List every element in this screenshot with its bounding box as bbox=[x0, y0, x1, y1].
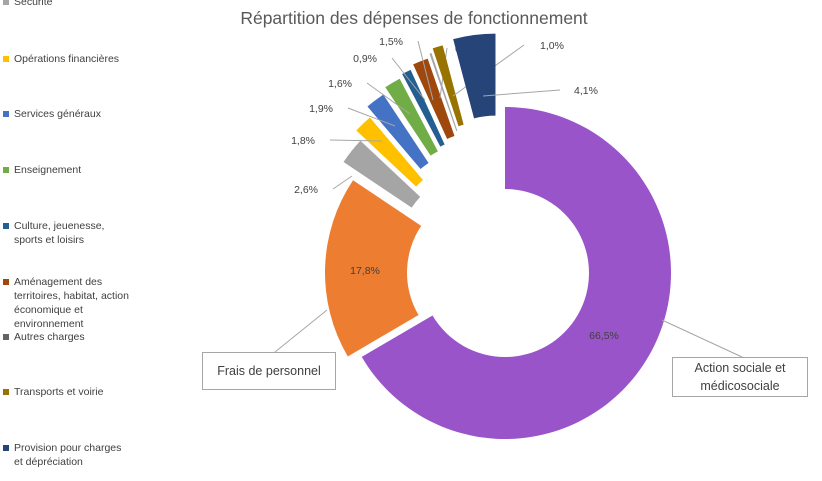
slice-0 bbox=[361, 107, 671, 439]
legend-item: Transports et voirie bbox=[3, 385, 129, 399]
data-label-1: 17,8% bbox=[350, 265, 380, 277]
legend-label: Enseignement bbox=[14, 164, 82, 176]
legend-swatch bbox=[3, 0, 9, 5]
legend-label: Transports et voirie bbox=[14, 386, 104, 398]
legend-swatch bbox=[3, 389, 9, 395]
slice-3 bbox=[356, 117, 424, 187]
leader-line-2 bbox=[332, 175, 353, 190]
leader-line-10 bbox=[482, 89, 561, 97]
callout-leader-0 bbox=[274, 309, 328, 353]
slice-9 bbox=[432, 45, 464, 127]
data-label-4: 1,9% bbox=[309, 103, 333, 115]
legend-swatch bbox=[3, 223, 9, 229]
callout-leader-1 bbox=[661, 319, 743, 358]
legend-swatch bbox=[3, 279, 9, 285]
legend-item: Autres charges bbox=[3, 330, 129, 344]
legend-label: Provision pour charges et dépréciation bbox=[14, 442, 122, 468]
legend-label: Services généraux bbox=[14, 108, 101, 120]
legend-label: Aménagement des territoires, habitat, ac… bbox=[14, 276, 129, 330]
data-label-2: 2,6% bbox=[294, 184, 318, 196]
leader-line-3 bbox=[329, 139, 383, 142]
callout-action-text: Action sociale et médicosociale bbox=[694, 361, 786, 393]
legend-item: Culture, jeuenesse, sports et loisirs bbox=[3, 219, 129, 247]
callout-action-sociale: Action sociale et médicosociale bbox=[672, 357, 808, 397]
callout-frais-de-personnel: Frais de personnel bbox=[202, 352, 336, 390]
chart-title: Répartition des dépenses de fonctionneme… bbox=[240, 8, 588, 28]
data-label-3: 1,8% bbox=[291, 135, 315, 147]
legend-item: Services généraux bbox=[3, 107, 129, 121]
legend-label: Autres charges bbox=[14, 331, 85, 343]
legend-label: Opérations financières bbox=[14, 53, 120, 65]
data-label-9: 1,0% bbox=[540, 40, 564, 52]
slice-7 bbox=[413, 58, 455, 140]
slice-10 bbox=[453, 33, 496, 119]
slice-5 bbox=[385, 78, 438, 156]
data-label-5: 1,6% bbox=[328, 78, 352, 90]
slice-1 bbox=[325, 180, 422, 357]
leader-line-4 bbox=[347, 107, 396, 127]
data-label-6: 0,9% bbox=[353, 53, 377, 65]
data-label-0: 66,5% bbox=[589, 330, 619, 342]
legend-label: Sécurité bbox=[14, 0, 53, 8]
legend-swatch bbox=[3, 445, 9, 451]
slice-2 bbox=[343, 140, 421, 208]
legend-swatch bbox=[3, 111, 9, 117]
callout-frais-text: Frais de personnel bbox=[217, 364, 321, 378]
slice-4 bbox=[367, 94, 429, 170]
legend-item: Opérations financières bbox=[3, 52, 129, 66]
slice-6 bbox=[402, 69, 445, 147]
legend-item: Aménagement des territoires, habitat, ac… bbox=[3, 275, 129, 331]
legend-item: Sécurité bbox=[3, 0, 129, 9]
leader-line-5 bbox=[366, 82, 411, 115]
legend-swatch bbox=[3, 167, 9, 173]
data-label-10: 4,1% bbox=[574, 85, 598, 97]
leader-line-7 bbox=[417, 40, 434, 101]
data-label-7: 1,5% bbox=[379, 36, 403, 48]
legend-label: Culture, jeuenesse, sports et loisirs bbox=[14, 220, 105, 246]
legend-item: Enseignement bbox=[3, 163, 129, 177]
leader-line-6 bbox=[391, 57, 426, 101]
legend-swatch bbox=[3, 56, 9, 62]
legend-swatch bbox=[3, 334, 9, 340]
slice-8 bbox=[429, 52, 458, 132]
legend-item: Provision pour charges et dépréciation bbox=[3, 441, 129, 469]
